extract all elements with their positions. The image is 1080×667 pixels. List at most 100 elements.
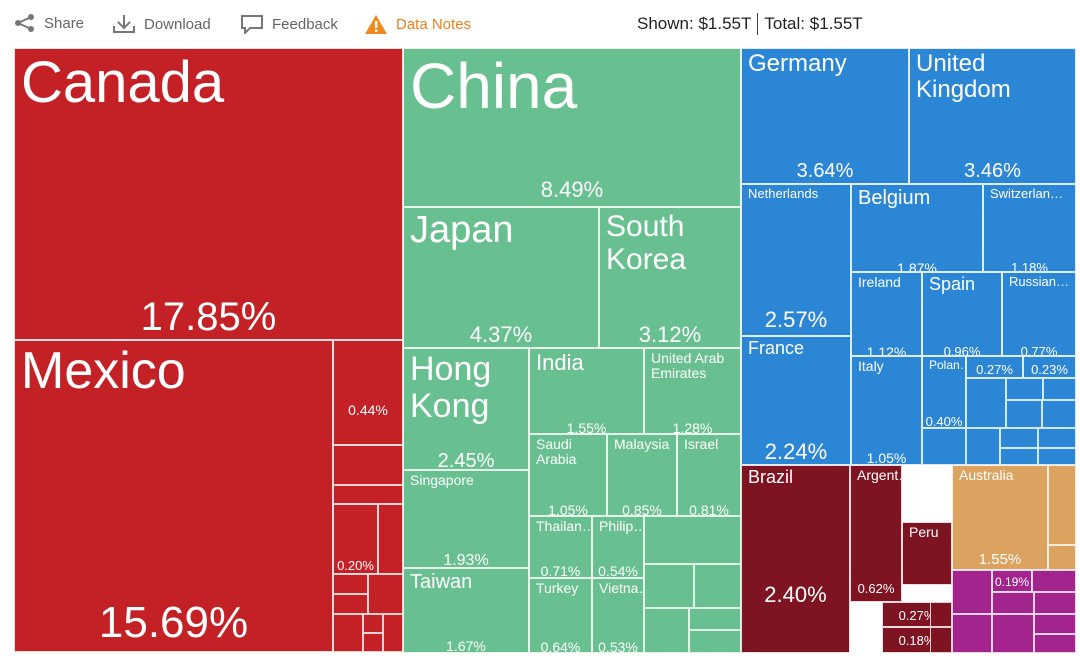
share-button[interactable]: Share [14,14,84,32]
treemap-tile[interactable]: Japan 4.37% [403,207,599,348]
treemap-tile[interactable]: Russian… 0.77% [1002,272,1076,356]
treemap-tile[interactable]: Peru 0.55% [902,522,952,585]
treemap-small-tile[interactable] [378,504,403,574]
tile-percent: 1.87% [897,260,937,272]
treemap-tile[interactable]: Argent… 0.62% [850,465,902,602]
tile-percent: 2.45% [437,450,495,470]
treemap-tile[interactable]: Belgium 1.87% [851,184,983,272]
tile-name: Italy [858,358,884,374]
treemap-small-tile[interactable] [1000,448,1038,465]
treemap-tile[interactable]: Polan… 0.40% [922,356,966,428]
tile-percent: 3.12% [638,322,702,347]
tile-name: Vietna… [599,580,643,596]
treemap-small-tile[interactable] [1034,634,1076,653]
treemap-small-tile[interactable] [1006,400,1042,428]
treemap-small-tile[interactable] [383,614,403,652]
treemap-small-tile[interactable] [694,564,741,608]
treemap-tile[interactable]: 0.19% [992,570,1032,592]
treemap-small-tile[interactable] [333,445,403,485]
treemap-tile[interactable]: Canada 17.85% [14,48,403,340]
treemap-small-tile[interactable] [966,428,1000,465]
treemap-tile[interactable]: 0.27% [966,356,1023,378]
treemap-tile[interactable]: Switzerlan… 1.18% [983,184,1076,272]
tile-percent: 0.54% [598,563,638,578]
tile-percent: 1.28% [672,420,713,434]
treemap-small-tile[interactable] [689,608,741,630]
tile-percent: 4.37% [469,322,533,347]
treemap-tile[interactable]: Spain 0.96% [922,272,1002,356]
treemap-tile[interactable]: 0.44% [333,340,403,445]
treemap-small-tile[interactable] [644,516,741,564]
treemap-small-tile[interactable] [644,608,689,653]
treemap-small-tile[interactable] [333,574,368,594]
treemap-small-tile[interactable] [333,614,363,652]
treemap-tile[interactable]: Turkey 0.64% [529,578,592,653]
treemap-small-tile[interactable] [1034,592,1076,614]
treemap-tile[interactable]: Israel 0.81% [677,434,741,516]
download-button[interactable]: Download [112,14,211,34]
treemap-small-tile[interactable] [333,594,368,614]
treemap-tile[interactable]: 0.23% [1023,356,1076,378]
treemap-tile[interactable]: South Korea 3.12% [599,207,741,348]
tile-percent: 0.27% [898,608,936,623]
treemap-tile[interactable]: Thailan… 0.71% [529,516,592,578]
treemap-small-tile[interactable] [1042,400,1076,428]
treemap-small-tile[interactable] [1048,465,1076,545]
treemap-small-tile[interactable] [333,485,403,504]
tile-name: Australia [959,467,1014,483]
treemap-tile[interactable]: 0.20% [333,504,378,574]
treemap-small-tile[interactable] [930,627,952,653]
warning-icon [364,14,388,35]
treemap-small-tile[interactable] [644,564,694,608]
treemap-small-tile[interactable] [966,378,1006,428]
tile-name: Philip… [599,518,644,534]
treemap-small-tile[interactable] [1038,428,1076,448]
treemap-tile[interactable]: Hong Kong 2.45% [403,348,529,470]
treemap-small-tile[interactable] [689,630,741,653]
treemap-small-tile[interactable] [930,602,952,627]
treemap-tile[interactable]: Germany 3.64% [741,48,909,184]
treemap-small-tile[interactable] [1032,570,1076,592]
tile-name: Saudi Arabia [536,436,577,468]
treemap-small-tile[interactable] [1043,378,1076,400]
treemap-tile[interactable]: Australia 1.55% [952,465,1048,570]
treemap-small-tile[interactable] [1000,428,1038,448]
tile-percent: 2.24% [764,439,828,464]
treemap-small-tile[interactable] [952,570,992,614]
treemap-tile[interactable]: United Arab Emirates 1.28% [644,348,741,434]
treemap-tile[interactable]: China 8.49% [403,48,741,207]
treemap-tile[interactable]: France 2.24% [741,336,851,465]
treemap-small-tile[interactable] [992,592,1034,614]
treemap-small-tile[interactable] [1048,545,1076,570]
treemap-tile[interactable]: Brazil 2.40% [741,465,850,653]
feedback-button[interactable]: Feedback [240,14,338,34]
treemap-small-tile[interactable] [363,614,383,633]
treemap-tile[interactable]: India 1.55% [529,348,644,434]
tile-name: Hong Kong [410,350,492,426]
treemap-tile[interactable]: United Kingdom 3.46% [909,48,1076,184]
treemap-small-tile[interactable] [922,428,966,465]
treemap-small-tile[interactable] [368,574,403,614]
tile-name: Russian… [1009,274,1069,289]
treemap-tile[interactable]: Netherlands 2.57% [741,184,851,336]
treemap-small-tile[interactable] [952,614,992,653]
treemap-tile[interactable]: Taiwan 1.67% [403,568,529,653]
treemap-tile[interactable]: Saudi Arabia 1.05% [529,434,607,516]
treemap-small-tile[interactable] [363,633,383,652]
treemap-small-tile[interactable] [992,614,1034,653]
treemap-tile[interactable]: Philip… 0.54% [592,516,644,578]
treemap-tile[interactable]: Singapore 1.93% [403,470,529,568]
treemap-tile[interactable]: Malaysia 0.85% [607,434,677,516]
treemap-small-tile[interactable] [1006,378,1043,400]
tile-percent: 0.20% [337,558,374,573]
treemap-tile[interactable]: Ireland 1.12% [851,272,922,356]
treemap-small-tile[interactable] [1034,614,1076,634]
tile-percent: 0.27% [976,362,1013,377]
data-notes-button[interactable]: Data Notes [364,14,471,35]
tile-percent: 0.40% [925,414,963,428]
treemap-small-tile[interactable] [1038,448,1076,465]
treemap-tile[interactable]: Vietna… 0.53% [592,578,644,653]
treemap-tile[interactable]: Italy 1.05% [851,356,922,465]
tile-percent: 0.53% [598,639,638,653]
treemap-tile[interactable]: Mexico 15.69% [14,340,333,652]
